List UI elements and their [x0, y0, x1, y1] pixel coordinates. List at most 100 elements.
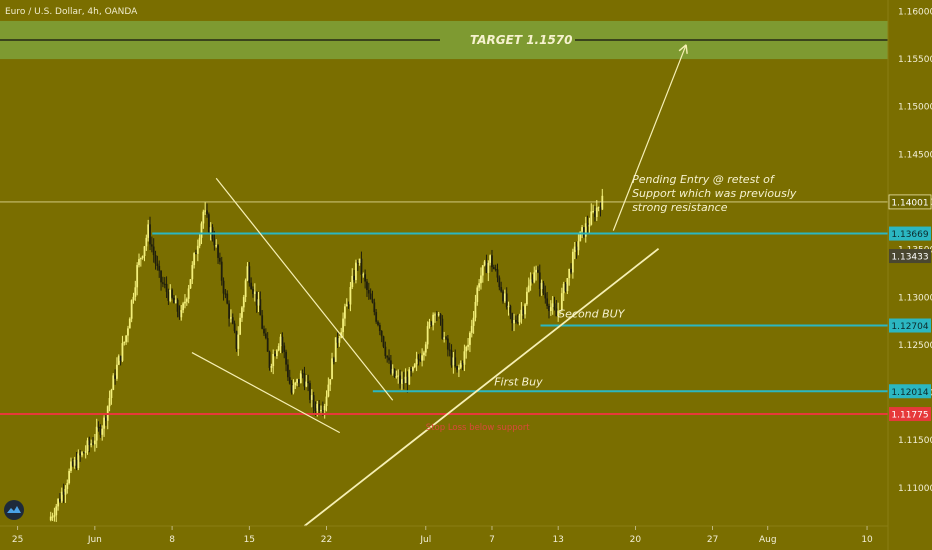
candlestick	[478, 279, 481, 292]
candlestick	[566, 277, 569, 295]
candlestick	[463, 344, 466, 372]
candlestick	[171, 288, 173, 300]
candle-body	[220, 261, 223, 281]
candlestick	[274, 350, 276, 357]
candle-body	[441, 318, 444, 339]
candle-body	[70, 461, 72, 471]
candlestick	[364, 269, 367, 289]
candlestick	[518, 313, 521, 326]
candlestick	[457, 364, 460, 378]
candlestick	[79, 449, 82, 462]
candlestick	[524, 303, 526, 319]
candlestick	[158, 260, 161, 278]
y-tick-label: 1.15000	[898, 103, 932, 113]
candle-body	[503, 293, 506, 302]
candlestick	[511, 312, 514, 331]
candlestick	[397, 369, 400, 384]
candle-body	[513, 319, 515, 324]
candlestick	[323, 403, 326, 419]
candle-body	[588, 224, 591, 227]
candle-body	[548, 305, 550, 312]
candle-body	[476, 287, 479, 302]
candlestick	[575, 241, 578, 259]
candle-body	[274, 353, 276, 356]
candle-body	[138, 259, 140, 266]
candlestick	[573, 242, 576, 260]
candlestick	[503, 289, 506, 303]
candle-body	[434, 314, 436, 316]
candlestick	[189, 279, 192, 289]
candlestick	[428, 318, 431, 329]
candle-body	[559, 310, 561, 312]
candlestick	[533, 266, 536, 284]
candle-body	[125, 335, 128, 342]
candle-body	[533, 272, 536, 283]
candlestick	[252, 286, 254, 298]
candlestick	[489, 254, 492, 266]
candle-body	[235, 331, 238, 349]
candle-body	[511, 313, 514, 324]
candlestick	[136, 262, 139, 296]
candlestick	[73, 456, 76, 469]
candlestick	[592, 204, 595, 214]
candlestick	[97, 421, 100, 432]
candlestick	[502, 289, 504, 304]
candle-body	[298, 379, 300, 384]
candle-body	[483, 261, 486, 266]
candlestick	[198, 233, 201, 249]
candle-body	[145, 237, 148, 247]
candlestick	[590, 203, 593, 226]
candle-body	[99, 426, 102, 435]
candlestick	[564, 281, 567, 293]
candle-body	[380, 330, 383, 337]
tradingview-logo-icon[interactable]	[4, 500, 24, 520]
candle-body	[469, 332, 471, 345]
candle-body	[92, 443, 94, 445]
candle-body	[314, 408, 317, 412]
candlestick	[160, 270, 162, 291]
candle-body	[375, 312, 378, 322]
candlestick	[332, 356, 335, 365]
candlestick	[520, 302, 523, 324]
candlestick	[312, 391, 315, 415]
candlestick	[513, 313, 515, 332]
candle-body	[527, 285, 530, 292]
candlestick	[577, 233, 580, 256]
candle-body	[537, 269, 539, 273]
candle-body	[560, 293, 563, 311]
candlestick	[412, 366, 414, 373]
candlestick	[320, 405, 322, 413]
candle-body	[435, 314, 438, 316]
candlestick	[114, 369, 116, 385]
candle-body	[248, 266, 251, 283]
y-tick-label: 1.11500	[898, 436, 932, 446]
candlestick	[285, 349, 287, 372]
y-tick-label: 1.12500	[898, 341, 932, 351]
candle-body	[185, 298, 188, 302]
candlestick	[351, 268, 354, 289]
candlestick	[377, 320, 379, 327]
candlestick	[103, 415, 105, 437]
candle-body	[167, 291, 170, 301]
candlestick	[408, 367, 411, 385]
candle-body	[344, 306, 346, 319]
second-buy-label: Second BUY	[558, 308, 626, 321]
candle-body	[445, 337, 447, 339]
candle-body	[331, 358, 333, 380]
candle-body	[474, 301, 477, 318]
candlestick	[86, 437, 89, 455]
candle-body	[542, 282, 545, 294]
candle-body	[518, 315, 521, 323]
candle-body	[524, 304, 526, 315]
candlestick	[70, 457, 72, 473]
candlestick	[538, 264, 541, 297]
candle-body	[287, 364, 289, 378]
candle-body	[535, 269, 538, 273]
candlestick	[290, 380, 293, 395]
candlestick	[116, 357, 118, 381]
candlestick	[130, 299, 133, 323]
candlestick	[424, 341, 427, 357]
candlestick	[423, 350, 425, 361]
